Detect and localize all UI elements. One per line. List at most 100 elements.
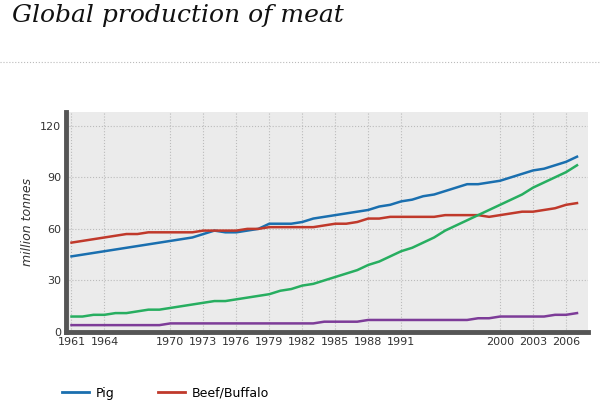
Poultry (299, 283, 306, 288)
Pig (365, 208, 372, 212)
Pig (343, 211, 350, 216)
Sheep/Goat (353, 319, 361, 324)
Sheep/Goat (409, 318, 416, 322)
Pig (90, 250, 97, 255)
Poultry (508, 197, 515, 202)
Poultry (156, 307, 163, 312)
Pig (211, 228, 218, 233)
Pig (376, 204, 383, 209)
Y-axis label: million tonnes: million tonnes (22, 178, 34, 266)
Beef/Buffalo (189, 230, 196, 235)
Poultry (277, 288, 284, 293)
Pig (145, 242, 152, 247)
Sheep/Goat (485, 316, 493, 321)
Beef/Buffalo (398, 214, 405, 219)
Poultry (134, 309, 141, 314)
Sheep/Goat (68, 323, 75, 328)
Sheep/Goat (90, 323, 97, 328)
Sheep/Goat (431, 318, 438, 322)
Poultry (310, 282, 317, 286)
Sheep/Goat (244, 321, 251, 326)
Sheep/Goat (475, 316, 482, 321)
Beef/Buffalo (101, 235, 108, 240)
Sheep/Goat (529, 314, 536, 319)
Sheep/Goat (167, 321, 174, 326)
Pig (419, 194, 427, 199)
Sheep/Goat (464, 318, 471, 322)
Pig (101, 249, 108, 254)
Beef/Buffalo (353, 220, 361, 224)
Pig (277, 221, 284, 226)
Poultry (464, 218, 471, 223)
Poultry (562, 170, 569, 174)
Poultry (211, 299, 218, 304)
Beef/Buffalo (431, 214, 438, 219)
Beef/Buffalo (68, 240, 75, 245)
Sheep/Goat (419, 318, 427, 322)
Sheep/Goat (112, 323, 119, 328)
Pig (156, 240, 163, 245)
Beef/Buffalo (200, 228, 207, 233)
Pig (233, 230, 240, 235)
Sheep/Goat (365, 318, 372, 322)
Sheep/Goat (310, 321, 317, 326)
Poultry (529, 185, 536, 190)
Pig (442, 189, 449, 194)
Beef/Buffalo (90, 237, 97, 242)
Poultry (442, 228, 449, 233)
Beef/Buffalo (343, 221, 350, 226)
Sheep/Goat (343, 319, 350, 324)
Sheep/Goat (574, 311, 581, 316)
Beef/Buffalo (409, 214, 416, 219)
Sheep/Goat (508, 314, 515, 319)
Poultry (551, 175, 559, 180)
Beef/Buffalo (277, 225, 284, 230)
Beef/Buffalo (551, 206, 559, 211)
Beef/Buffalo (299, 225, 306, 230)
Poultry (178, 304, 185, 309)
Sheep/Goat (233, 321, 240, 326)
Pig (518, 172, 526, 176)
Pig (134, 244, 141, 248)
Sheep/Goat (332, 319, 339, 324)
Poultry (255, 294, 262, 298)
Poultry (365, 262, 372, 267)
Sheep/Goat (200, 321, 207, 326)
Poultry (222, 299, 229, 304)
Pig (464, 182, 471, 186)
Poultry (452, 223, 460, 228)
Pig (189, 235, 196, 240)
Sheep/Goat (551, 312, 559, 317)
Beef/Buffalo (145, 230, 152, 235)
Pig (68, 254, 75, 259)
Sheep/Goat (156, 323, 163, 328)
Pig (398, 199, 405, 204)
Poultry (496, 202, 503, 207)
Beef/Buffalo (574, 201, 581, 206)
Beef/Buffalo (222, 228, 229, 233)
Pig (508, 175, 515, 180)
Beef/Buffalo (518, 209, 526, 214)
Beef/Buffalo (287, 225, 295, 230)
Pig (574, 154, 581, 159)
Sheep/Goat (562, 312, 569, 317)
Pig (178, 237, 185, 242)
Line: Poultry: Poultry (71, 165, 577, 316)
Pig (551, 163, 559, 168)
Sheep/Goat (123, 323, 130, 328)
Poultry (398, 249, 405, 254)
Pig (200, 232, 207, 236)
Beef/Buffalo (167, 230, 174, 235)
Poultry (574, 163, 581, 168)
Sheep/Goat (518, 314, 526, 319)
Poultry (287, 287, 295, 292)
Pig (475, 182, 482, 186)
Beef/Buffalo (475, 213, 482, 218)
Poultry (266, 292, 273, 296)
Poultry (343, 271, 350, 276)
Poultry (90, 312, 97, 317)
Sheep/Goat (189, 321, 196, 326)
Poultry (320, 278, 328, 283)
Sheep/Goat (299, 321, 306, 326)
Line: Pig: Pig (71, 157, 577, 256)
